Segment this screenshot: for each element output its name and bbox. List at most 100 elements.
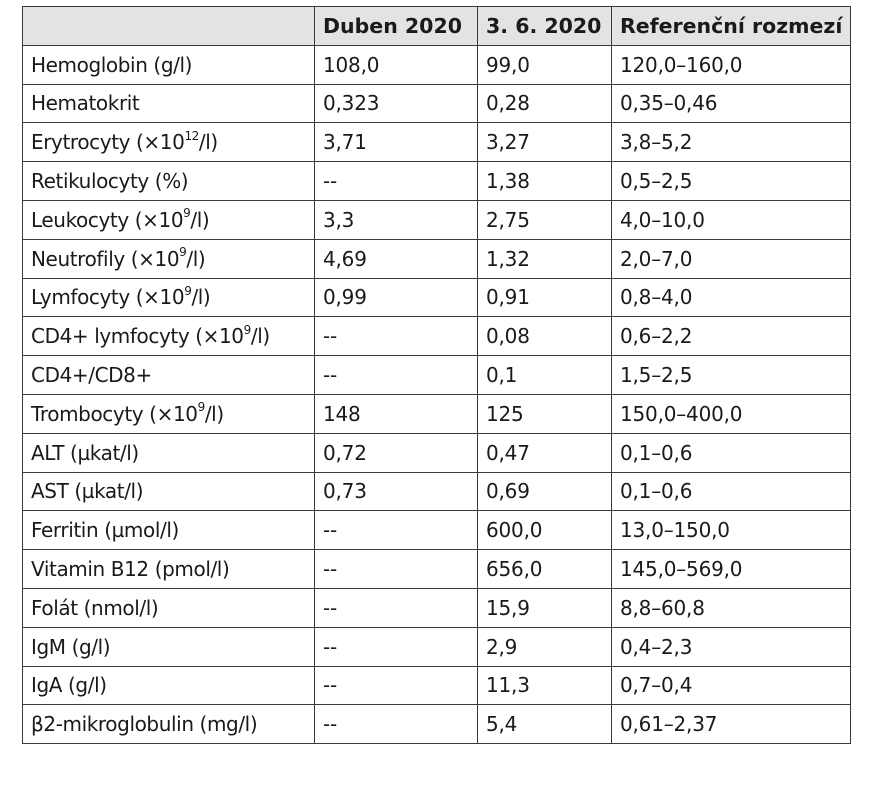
parameter-name: Trombocyty (×10 [31, 401, 198, 426]
parameter-name: IgA (g/l) [31, 673, 107, 698]
value-june-2020: 15,9 [477, 587, 612, 628]
unit-suffix: /l) [186, 246, 206, 271]
value-april-2020: -- [314, 626, 478, 667]
unit-exponent: 9 [243, 322, 252, 337]
header-june-2020: 3. 6. 2020 [477, 6, 612, 46]
parameter-name: Folát (nmol/l) [31, 595, 159, 620]
table-row: Erytrocyty (×1012/l) 3,71 3,27 3,8–5,2 [22, 122, 851, 163]
header-reference-range: Referenční rozmezí [611, 6, 851, 46]
table-row: Vitamin B12 (pmol/l) -- 656,0 145,0–569,0 [22, 549, 851, 589]
table-row: CD4+/CD8+ -- 0,1 1,5–2,5 [22, 355, 851, 395]
lab-results-table: Duben 2020 3. 6. 2020 Referenční rozmezí… [22, 6, 851, 745]
value-april-2020: 0,72 [314, 432, 478, 473]
table-row: Hemoglobin (g/l) 108,0 99,0 120,0–160,0 [22, 44, 851, 85]
parameter-name-cell: AST (µkat/l) [22, 471, 315, 512]
parameter-name: Vitamin B12 (pmol/l) [31, 557, 230, 582]
unit-exponent: 12 [184, 128, 199, 143]
parameter-name: Retikulocyty (%) [31, 169, 189, 194]
value-april-2020: -- [314, 316, 478, 357]
value-april-2020: 108,0 [314, 44, 478, 85]
header-april-2020: Duben 2020 [314, 6, 478, 46]
table-row: Retikulocyty (%) -- 1,38 0,5–2,5 [22, 161, 851, 201]
value-june-2020: 600,0 [477, 510, 612, 551]
reference-range-value: 0,5–2,5 [611, 161, 851, 201]
parameter-name-cell: Retikulocyty (%) [22, 161, 315, 201]
parameter-name-cell: Leukocyty (×109/l) [22, 199, 315, 240]
unit-suffix: /l) [190, 207, 210, 232]
value-april-2020: -- [314, 161, 478, 201]
table-row: Leukocyty (×109/l) 3,3 2,75 4,0–10,0 [22, 199, 851, 240]
parameter-name: IgM (g/l) [31, 634, 111, 659]
unit-exponent: 9 [183, 206, 191, 221]
reference-range-value: 2,0–7,0 [611, 238, 851, 279]
unit-suffix: /l) [198, 130, 218, 155]
value-june-2020: 1,38 [477, 161, 612, 201]
table-row: Neutrofily (×109/l) 4,69 1,32 2,0–7,0 [22, 238, 851, 279]
reference-range-value: 0,7–0,4 [611, 665, 851, 706]
value-april-2020: -- [314, 665, 478, 706]
value-april-2020: 3,71 [314, 122, 478, 163]
value-june-2020: 0,1 [477, 355, 612, 395]
value-april-2020: -- [314, 549, 478, 589]
header-parameter [22, 6, 315, 46]
value-june-2020: 0,28 [477, 83, 612, 124]
parameter-name: ALT (µkat/l) [31, 440, 139, 465]
reference-range-value: 145,0–569,0 [611, 549, 851, 589]
parameter-name-cell: Hematokrit [22, 83, 315, 124]
parameter-name-cell: Neutrofily (×109/l) [22, 238, 315, 279]
value-june-2020: 125 [477, 393, 612, 434]
reference-range-value: 0,1–0,6 [611, 471, 851, 512]
value-april-2020: 0,99 [314, 277, 478, 318]
reference-range-value: 120,0–160,0 [611, 44, 851, 85]
parameter-name: Hemoglobin (g/l) [31, 52, 193, 77]
parameter-name: Hematokrit [31, 91, 140, 116]
value-april-2020: 0,323 [314, 83, 478, 124]
value-june-2020: 0,47 [477, 432, 612, 473]
parameter-name-cell: IgM (g/l) [22, 626, 315, 667]
table-row: IgM (g/l) -- 2,9 0,4–2,3 [22, 626, 851, 667]
parameter-name-cell: β2-mikroglobulin (mg/l) [22, 704, 315, 745]
header-row: Duben 2020 3. 6. 2020 Referenční rozmezí [22, 6, 851, 46]
reference-range-value: 0,6–2,2 [611, 316, 851, 357]
reference-range-value: 1,5–2,5 [611, 355, 851, 395]
value-april-2020: 0,73 [314, 471, 478, 512]
table-row: ALT (µkat/l) 0,72 0,47 0,1–0,6 [22, 432, 851, 473]
reference-range-value: 0,61–2,37 [611, 704, 851, 745]
reference-range-value: 0,8–4,0 [611, 277, 851, 318]
value-june-2020: 2,9 [477, 626, 612, 667]
parameter-name-cell: Vitamin B12 (pmol/l) [22, 549, 315, 589]
table-row: AST (µkat/l) 0,73 0,69 0,1–0,6 [22, 471, 851, 512]
parameter-name-cell: Folát (nmol/l) [22, 587, 315, 628]
unit-exponent: 9 [197, 400, 206, 415]
parameter-name-cell: Erytrocyty (×1012/l) [22, 122, 315, 163]
value-june-2020: 3,27 [477, 122, 612, 163]
unit-exponent: 9 [184, 283, 192, 298]
parameter-name-cell: IgA (g/l) [22, 665, 315, 706]
value-april-2020: -- [314, 510, 478, 551]
value-june-2020: 99,0 [477, 44, 612, 85]
value-june-2020: 1,32 [477, 238, 612, 279]
reference-range-value: 0,4–2,3 [611, 626, 851, 667]
table-row: CD4+ lymfocyty (×109/l) -- 0,08 0,6–2,2 [22, 316, 851, 357]
reference-range-value: 13,0–150,0 [611, 510, 851, 551]
parameter-name: Neutrofily (×10 [31, 246, 180, 271]
parameter-name: Erytrocyty (×10 [31, 130, 185, 155]
table-row: β2-mikroglobulin (mg/l) -- 5,4 0,61–2,37 [22, 704, 851, 745]
parameter-name-cell: Hemoglobin (g/l) [22, 44, 315, 85]
parameter-name-cell: Trombocyty (×109/l) [22, 393, 315, 434]
parameter-name: Leukocyty (×10 [31, 207, 184, 232]
reference-range-value: 0,35–0,46 [611, 83, 851, 124]
parameter-name-cell: CD4+/CD8+ [22, 355, 315, 395]
reference-range-value: 4,0–10,0 [611, 199, 851, 240]
reference-range-value: 150,0–400,0 [611, 393, 851, 434]
value-june-2020: 5,4 [477, 704, 612, 745]
parameter-name: CD4+/CD8+ [31, 363, 152, 388]
value-june-2020: 656,0 [477, 549, 612, 589]
unit-suffix: /l) [191, 285, 211, 310]
parameter-name-cell: Lymfocyty (×109/l) [22, 277, 315, 318]
value-april-2020: -- [314, 704, 478, 745]
table-row: Trombocyty (×109/l) 148 125 150,0–400,0 [22, 393, 851, 434]
parameter-name: β2-mikroglobulin (mg/l) [31, 712, 258, 737]
value-april-2020: 4,69 [314, 238, 478, 279]
table-row: IgA (g/l) -- 11,3 0,7–0,4 [22, 665, 851, 706]
